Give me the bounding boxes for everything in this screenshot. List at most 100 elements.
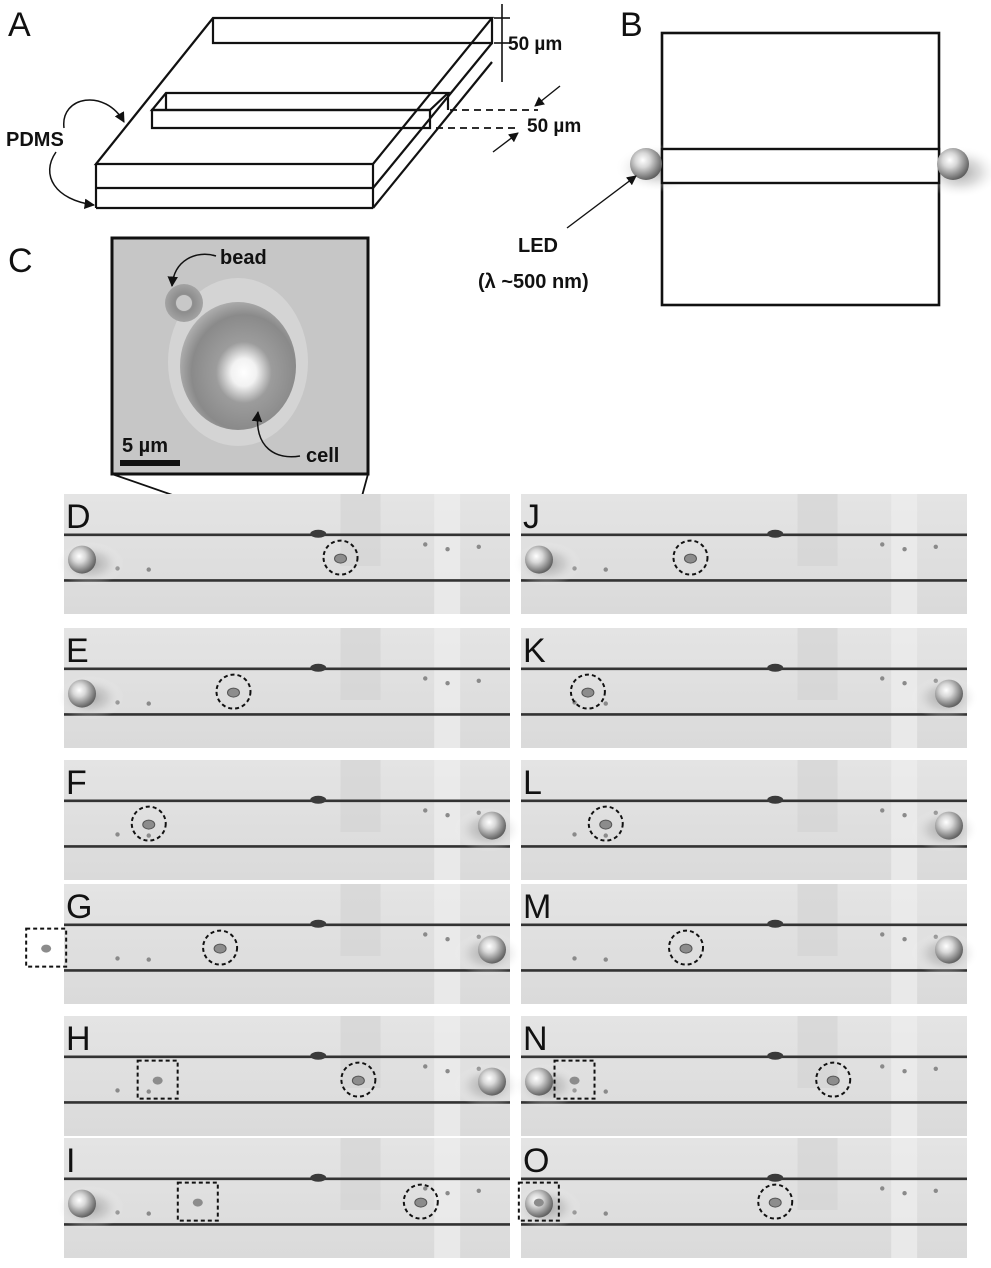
pdms-arrow-bottom: [49, 151, 96, 209]
frame-artifact-shade: [340, 494, 381, 566]
panel-label-g: G: [66, 888, 92, 926]
panel-label-h: H: [66, 1020, 91, 1058]
led-right: [935, 679, 963, 708]
led-right: [937, 148, 969, 180]
height-label: 50 µm: [508, 34, 562, 55]
panel-b: B LED (λ ~500 nm): [478, 6, 991, 307]
frame-artifact-shade: [340, 760, 381, 832]
debris-dot: [572, 832, 577, 837]
debris-dot: [146, 1211, 151, 1216]
bead-core: [176, 295, 192, 311]
debris-dot: [880, 1064, 885, 1069]
second-cell-marker: [553, 1059, 596, 1100]
frame-artifact-shade: [340, 884, 381, 956]
tracked-cell: [351, 1075, 365, 1086]
tracked-cell: [581, 687, 595, 698]
debris-dot: [603, 833, 608, 838]
tracked-cell-marker: [322, 539, 359, 576]
bead-label: bead: [220, 247, 267, 269]
debris-dot: [476, 544, 481, 549]
tracked-cell-marker: [202, 929, 239, 966]
frame-artifact-band: [891, 1016, 918, 1136]
panel-label-m: M: [523, 888, 551, 926]
tracked-cell-marker: [130, 805, 167, 842]
time-lapse-frames: D E F G H I J K L M N O: [25, 494, 979, 1258]
debris-dot: [902, 1191, 907, 1196]
debris-dot: [146, 833, 151, 838]
frame-h: H: [64, 1016, 522, 1136]
panel-label-b: B: [620, 6, 643, 44]
tracked-cell-marker: [757, 1183, 794, 1220]
frame-artifact-shade: [797, 884, 838, 956]
debris-dot: [902, 1069, 907, 1074]
frame-artifact-band: [434, 760, 461, 880]
tracked-cell: [679, 943, 693, 954]
led-left: [525, 545, 553, 574]
debris-dot: [933, 1066, 938, 1072]
frame-l: L: [521, 760, 979, 880]
frame-artifact-shade: [797, 1138, 838, 1210]
frame-o: O: [513, 1138, 967, 1258]
led-right: [478, 935, 506, 964]
tracked-cell-marker: [587, 805, 624, 842]
second-cell-marker: [176, 1181, 219, 1222]
debris-dot: [880, 808, 885, 813]
panel-label-a: A: [8, 6, 31, 44]
led-right: [478, 1067, 506, 1096]
panel-label-c: C: [8, 242, 33, 280]
debris-dot: [423, 808, 428, 813]
scale-bar: [120, 460, 180, 466]
debris-particle: [310, 795, 327, 804]
tracked-cell: [768, 1197, 782, 1208]
pdms-channel-diagram: [93, 16, 495, 210]
width-dimension: [436, 109, 538, 129]
tracked-cell: [226, 687, 240, 698]
led-right: [935, 811, 963, 840]
debris-dot: [933, 544, 938, 549]
frame-artifact-band: [434, 494, 461, 614]
frame-artifact-band: [434, 884, 461, 1004]
frame-artifact-shade: [340, 1138, 381, 1210]
debris-dot: [115, 956, 120, 961]
second-cell: [533, 1198, 544, 1207]
panel-label-k: K: [523, 632, 546, 670]
debris-particle: [767, 795, 784, 804]
second-cell: [192, 1198, 203, 1207]
panel-label-i: I: [66, 1142, 75, 1180]
frame-g: G: [25, 884, 522, 1004]
debris-dot: [146, 567, 151, 572]
tracked-cell: [683, 553, 697, 564]
debris-dot: [115, 832, 120, 837]
panel-label-e: E: [66, 632, 89, 670]
frame-artifact-band: [891, 884, 918, 1004]
debris-particle: [767, 529, 784, 538]
tracked-cell-marker: [402, 1183, 439, 1220]
frame-artifact-shade: [797, 760, 838, 832]
second-cell: [152, 1076, 163, 1085]
panel-label-d: D: [66, 498, 91, 536]
debris-dot: [445, 681, 450, 686]
debris-dot: [476, 678, 481, 683]
debris-dot: [933, 1188, 938, 1194]
debris-dot: [572, 956, 577, 961]
debris-particle: [310, 663, 327, 672]
frame-d: D: [56, 494, 510, 614]
pdms-arrow-top: [63, 99, 125, 129]
tracked-cell-marker: [672, 539, 709, 576]
frame-artifact-band: [434, 628, 461, 748]
debris-dot: [476, 1188, 481, 1194]
debris-particle: [767, 663, 784, 672]
width-label: 50 µm: [527, 116, 581, 137]
tracked-cell-marker: [215, 673, 252, 710]
frame-artifact-band: [891, 628, 918, 748]
debris-dot: [902, 681, 907, 686]
debris-particle: [767, 1051, 784, 1060]
debris-dot: [445, 937, 450, 942]
bead-arrow: [167, 253, 217, 288]
debris-dot: [445, 547, 450, 552]
cell-body: [180, 302, 296, 430]
debris-dot: [603, 701, 608, 706]
debris-particle: [310, 529, 327, 538]
frame-e: E: [56, 628, 510, 748]
debris-dot: [603, 567, 608, 572]
